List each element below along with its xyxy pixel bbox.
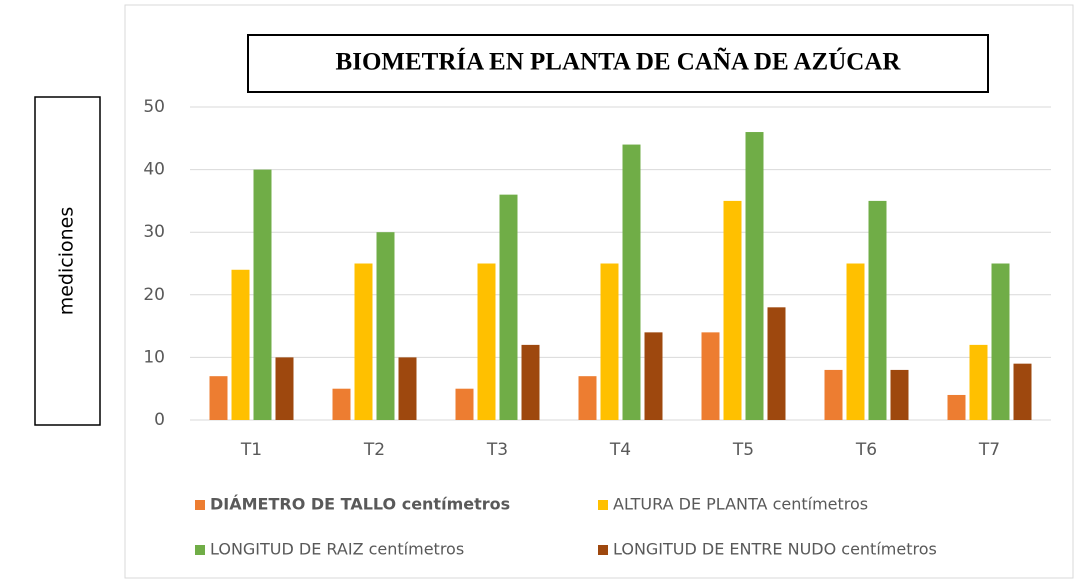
bar — [991, 263, 1010, 420]
bar — [1013, 363, 1032, 420]
x-tick-label: T2 — [363, 440, 385, 460]
bar — [332, 388, 351, 420]
chart-title: BIOMETRÍA EN PLANTA DE CAÑA DE AZÚCAR — [336, 48, 902, 76]
x-tick-label: T7 — [978, 440, 1000, 460]
legend-label: LONGITUD DE RAIZ centímetros — [210, 540, 464, 559]
bar — [578, 376, 597, 420]
x-tick-label: T5 — [732, 440, 754, 460]
y-label-box — [34, 96, 101, 426]
chart-frame — [124, 4, 1074, 579]
bar — [455, 388, 474, 420]
bar — [969, 344, 988, 420]
bar — [846, 263, 865, 420]
y-axis-label: mediciones — [56, 207, 78, 316]
legend-swatch — [195, 500, 205, 510]
title-box — [247, 34, 989, 93]
x-tick-label: T3 — [486, 440, 508, 460]
bar — [868, 200, 887, 420]
x-tick-label: T6 — [855, 440, 877, 460]
bar — [376, 232, 395, 420]
bar — [354, 263, 373, 420]
legend-label: ALTURA DE PLANTA centímetros — [613, 495, 868, 514]
legend-label: DIÁMETRO DE TALLO centímetros — [210, 495, 510, 514]
bar — [600, 263, 619, 420]
bar — [824, 369, 843, 420]
bar — [723, 200, 742, 420]
bar — [890, 369, 909, 420]
y-tick-label: 20 — [143, 285, 165, 305]
bar — [521, 344, 540, 420]
bar — [275, 357, 294, 420]
x-tick-label: T1 — [240, 440, 262, 460]
legend-swatch — [195, 545, 205, 555]
x-tick-label: T4 — [609, 440, 631, 460]
legend-swatch — [598, 545, 608, 555]
y-tick-label: 40 — [143, 160, 165, 180]
bar — [767, 307, 786, 420]
bar — [701, 332, 720, 420]
y-tick-label: 10 — [143, 347, 165, 367]
y-tick-label: 30 — [143, 222, 165, 242]
bar — [231, 269, 250, 420]
y-tick-label: 0 — [154, 410, 165, 430]
bar — [644, 332, 663, 420]
bar — [253, 169, 272, 420]
bar — [947, 394, 966, 420]
legend-label: LONGITUD DE ENTRE NUDO centímetros — [613, 540, 937, 559]
legend-swatch — [598, 500, 608, 510]
bar — [622, 144, 641, 420]
bar — [745, 132, 764, 421]
bar — [209, 376, 228, 420]
y-tick-label: 50 — [143, 97, 165, 117]
bar — [477, 263, 496, 420]
bar — [499, 194, 518, 420]
bar — [398, 357, 417, 420]
